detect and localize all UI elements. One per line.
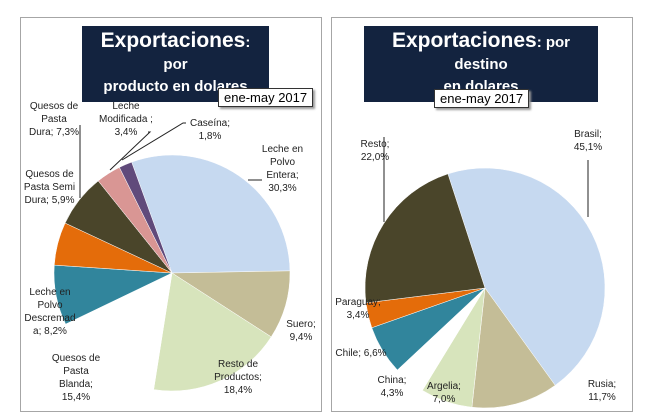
period-label-destino: ene-may 2017 xyxy=(434,89,530,108)
data-label: Argelia; 7,0% xyxy=(427,381,461,405)
data-label: Resto; 22,0% xyxy=(360,139,390,163)
pie-slice-quesos-de-pasta-blanda xyxy=(65,272,173,390)
data-label: Leche Modificada ; 3,4% xyxy=(99,101,153,138)
pie-slice-resto-de-productos xyxy=(153,272,272,392)
pie-slice-brasil xyxy=(447,167,606,386)
pie-producto xyxy=(53,154,291,392)
leader-lines xyxy=(79,122,589,222)
data-label: Resto de Productos; 18,4% xyxy=(214,359,262,396)
data-label: China; 4,3% xyxy=(377,375,407,399)
data-label: Leche en Polvo Descremad a; 8,2% xyxy=(24,287,76,337)
pie-slice-resto xyxy=(364,173,486,304)
data-label: Quesos de Pasta Blanda; 15,4% xyxy=(51,353,101,403)
data-label: Suero; 9,4% xyxy=(286,319,316,343)
pie-destino xyxy=(364,167,606,409)
data-label: Chile; 6,6% xyxy=(335,348,387,359)
data-label: Paraguay; 3,4% xyxy=(335,297,381,321)
data-label: Quesos de Pasta Dura; 7,3% xyxy=(28,101,80,138)
period-label-producto: ene-may 2017 xyxy=(218,88,314,107)
data-label: Quesos de Pasta Semi Dura; 5,9% xyxy=(23,169,76,206)
data-label: Rusia; 11,7% xyxy=(587,379,617,403)
data-label: Brasil; 45,1% xyxy=(573,129,603,153)
data-label: Caseína; 1,8% xyxy=(189,118,231,142)
pie-slice-leche-en-polvo-entera xyxy=(131,154,291,274)
pie-slice-rusia xyxy=(471,287,556,409)
data-label: Leche en Polvo Entera; 30,3% xyxy=(261,144,304,194)
pie-slice-case-na xyxy=(119,161,173,274)
